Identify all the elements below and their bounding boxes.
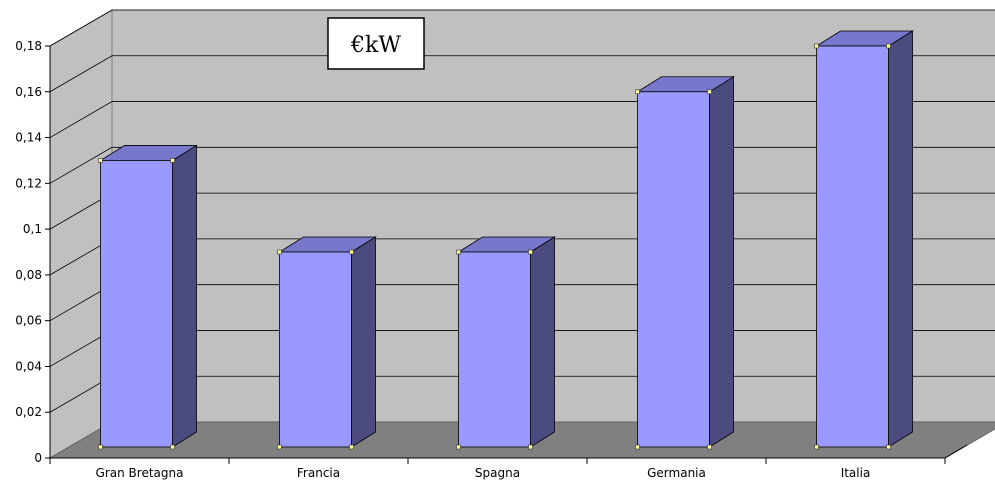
bar-handle	[98, 158, 103, 163]
bar-handle	[277, 444, 282, 450]
bar-side	[351, 236, 376, 448]
bar-front	[279, 251, 352, 448]
bar-handle	[170, 158, 175, 163]
bar	[456, 236, 556, 450]
chart-title-box: €kW	[327, 17, 425, 70]
gridline	[49, 9, 995, 47]
y-tick-label: 0	[34, 451, 42, 465]
bar-handle	[349, 249, 354, 255]
bar-front	[816, 45, 889, 448]
bars	[98, 30, 914, 450]
bar-side	[530, 236, 555, 448]
y-tick-label: 0,1	[23, 222, 42, 236]
y-tick-label: 0,08	[15, 268, 42, 282]
bar-front	[100, 160, 173, 448]
y-tick-label: 0,14	[15, 131, 42, 145]
x-axis-depth-line	[944, 444, 968, 459]
y-tick-label: 0,18	[15, 39, 42, 53]
bar-handle	[886, 444, 891, 450]
axes	[49, 46, 968, 459]
bar-handle	[635, 444, 640, 450]
bar-front	[637, 91, 710, 448]
bar-handle	[528, 444, 533, 450]
bar-handle	[277, 249, 282, 255]
x-tick-label: Italia	[841, 466, 871, 480]
bar-handle	[635, 89, 640, 95]
bar-handle	[814, 444, 819, 450]
y-tick-label: 0,16	[15, 85, 42, 99]
bar-side	[888, 30, 913, 448]
bar-handle	[528, 249, 533, 255]
x-tick-label: Spagna	[475, 466, 520, 480]
bar-handle	[349, 444, 354, 450]
x-tick-label: Gran Bretagna	[96, 466, 184, 480]
x-axis-ticks: Gran Bretagna Francia Spagna Germania Italia	[49, 458, 946, 480]
bar-side	[709, 76, 734, 448]
bar-handle	[707, 444, 712, 450]
bar-handle	[814, 43, 819, 49]
chart-title: €kW	[350, 33, 401, 58]
bar-handle	[98, 444, 103, 450]
bar-side	[172, 144, 197, 448]
x-tick-label: Germania	[647, 466, 706, 480]
bar-handle	[886, 43, 891, 49]
bar-handle	[707, 89, 712, 95]
bar	[814, 30, 914, 450]
y-axis-ticks: 0 0,02 0,04 0,06 0,08 0,1 0,12 0,14 0,16 0,18	[15, 39, 50, 465]
gridline	[49, 55, 995, 93]
bar-front	[458, 251, 531, 448]
bar-handle	[170, 444, 175, 450]
bar	[98, 144, 198, 450]
bar-handle	[456, 249, 461, 255]
y-tick-label: 0,04	[15, 359, 42, 373]
y-tick-label: 0,12	[15, 176, 42, 190]
x-tick-label: Francia	[297, 466, 340, 480]
y-tick-label: 0,06	[15, 314, 42, 328]
bar-handle	[456, 444, 461, 450]
y-tick-label: 0,02	[15, 405, 42, 419]
bar	[277, 236, 377, 450]
bar	[635, 76, 735, 450]
